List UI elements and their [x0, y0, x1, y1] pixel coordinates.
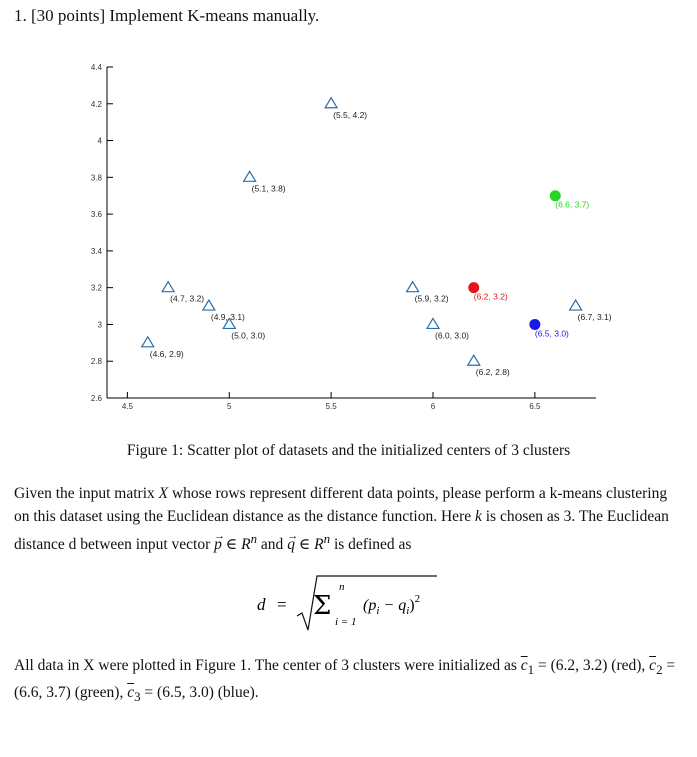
figure-caption: Figure 1: Scatter plot of datasets and t…	[126, 442, 571, 459]
y-tick-label: 2.8	[91, 357, 103, 366]
formula-lhs: d	[257, 595, 266, 614]
cluster-center-label: (6.6, 3.7)	[555, 200, 589, 210]
data-point-label: (4.9, 3.1)	[211, 312, 245, 322]
formula-body: (pi − qi)2	[363, 593, 420, 617]
formula-sigma: Σ	[313, 591, 331, 621]
data-point-label: (6.7, 3.1)	[578, 312, 612, 322]
cluster-center-dot	[468, 282, 480, 294]
distance-formula: d = Σ n i = 1 (pi − qi)2	[257, 575, 437, 631]
cluster-center-label: (6.5, 3.0)	[535, 328, 569, 338]
x-tick-label: 5.5	[326, 402, 338, 411]
cluster-center-label: (6.2, 3.2)	[474, 292, 508, 302]
data-point-triangle	[466, 354, 481, 366]
cluster-center-dot	[549, 190, 561, 202]
data-point-label: (5.1, 3.8)	[252, 183, 286, 193]
data-point-label: (4.7, 3.2)	[170, 294, 204, 304]
data-point-triangle	[405, 280, 420, 293]
data-point-triangle	[140, 335, 155, 348]
y-tick-label: 3.4	[91, 247, 103, 256]
data-point-triangle	[568, 298, 583, 311]
data-point-label: (5.9, 3.2)	[415, 294, 449, 304]
question-points: [30 points]	[31, 6, 106, 25]
y-tick-label: 3.8	[91, 173, 103, 182]
x-tick-label: 6.5	[529, 402, 541, 411]
y-tick-label: 2.6	[91, 394, 103, 403]
centers-paragraph: All data in X were plotted in Figure 1. …	[14, 657, 676, 704]
cluster-center-dot	[529, 318, 541, 330]
data-point-label: (5.5, 4.2)	[333, 110, 367, 120]
data-point-triangle	[242, 170, 257, 182]
data-point-triangle	[161, 280, 176, 293]
question-number: 1.	[14, 6, 27, 25]
data-point-label: (4.6, 2.9)	[150, 349, 184, 359]
data-point-triangle	[201, 298, 216, 311]
sqrt-sign	[296, 575, 437, 631]
data-point-label: (6.2, 2.8)	[476, 367, 510, 377]
formula-equals: =	[277, 595, 287, 614]
formula-upper: n	[339, 581, 345, 593]
x-tick-label: 5	[227, 402, 232, 411]
y-tick-label: 4.4	[91, 63, 103, 72]
x-tick-label: 4.5	[122, 402, 134, 411]
scatter-plot: 2.6 2.8 3 3.2 3.4 3.6 3.8 4 4.2 4.4 4.5 5 5.5 6 6.5 (4.…	[91, 63, 612, 411]
data-point-label: (6.0, 3.0)	[435, 330, 469, 340]
y-tick-label: 3.6	[91, 210, 103, 219]
data-point-label: (5.0, 3.0)	[231, 330, 265, 340]
formula-lower: i = 1	[335, 616, 356, 628]
data-point-triangle	[324, 96, 339, 109]
y-tick-label: 4	[98, 137, 103, 146]
question-heading: 1. [30 points] Implement K-means manuall…	[14, 6, 319, 26]
problem-paragraph: Given the input matrix X whose rows repr…	[14, 485, 669, 554]
x-tick-label: 6	[431, 402, 436, 411]
data-point-triangle	[222, 317, 237, 330]
y-tick-label: 3	[98, 320, 103, 329]
data-point-triangle	[425, 317, 441, 330]
question-title: Implement K-means manually.	[109, 6, 320, 25]
y-tick-label: 3.2	[91, 284, 103, 293]
y-tick-label: 4.2	[91, 100, 103, 109]
